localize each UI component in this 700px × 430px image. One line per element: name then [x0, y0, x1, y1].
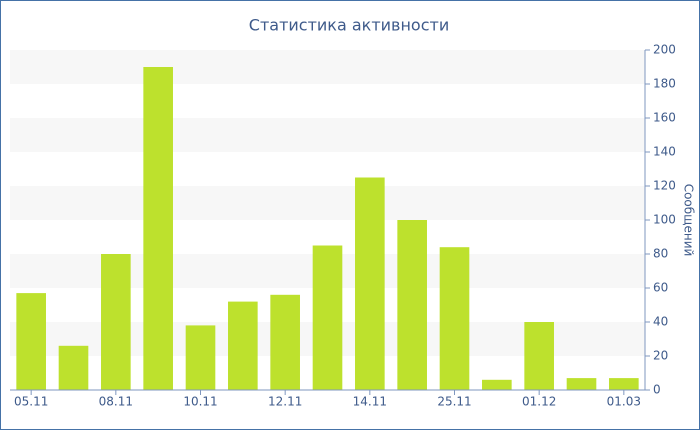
- bar: [524, 322, 554, 390]
- y-tick-label: 40: [653, 315, 668, 329]
- bar: [566, 378, 597, 390]
- grid-band: [10, 118, 645, 152]
- x-tick-label: 01.03: [607, 395, 641, 409]
- bar: [101, 254, 131, 390]
- y-tick-label: 200: [653, 43, 676, 57]
- bar: [185, 325, 216, 390]
- x-tick-label: 01.12: [522, 395, 556, 409]
- x-tick-label: 10.11: [183, 395, 217, 409]
- x-tick-label: 05.11: [14, 395, 48, 409]
- x-tick-label: 12.11: [268, 395, 302, 409]
- bar: [16, 293, 46, 390]
- bar: [355, 177, 385, 390]
- y-tick-label: 140: [653, 145, 676, 159]
- y-tick-label: 100: [653, 213, 676, 227]
- bar: [482, 379, 512, 390]
- y-tick-label: 80: [653, 247, 668, 261]
- x-tick-label: 25.11: [437, 395, 471, 409]
- grid-band: [10, 186, 645, 220]
- y-axis-label: Сообщений: [682, 184, 696, 257]
- y-tick-label: 60: [653, 281, 668, 295]
- y-tick-label: 20: [653, 349, 668, 363]
- bar: [58, 345, 89, 390]
- x-tick-label: 08.11: [99, 395, 133, 409]
- x-tick-label: 14.11: [353, 395, 387, 409]
- bar: [609, 378, 639, 390]
- bar: [143, 67, 173, 390]
- y-tick-label: 180: [653, 77, 676, 91]
- bar: [270, 294, 300, 390]
- grid-band: [10, 50, 645, 84]
- chart-title: Статистика активности: [249, 16, 449, 35]
- y-tick-label: 120: [653, 179, 676, 193]
- y-tick-label: 160: [653, 111, 676, 125]
- bar: [312, 245, 343, 390]
- bar: [439, 247, 470, 390]
- y-tick-label: 0: [653, 383, 661, 397]
- bar: [397, 220, 427, 390]
- bar: [228, 301, 258, 390]
